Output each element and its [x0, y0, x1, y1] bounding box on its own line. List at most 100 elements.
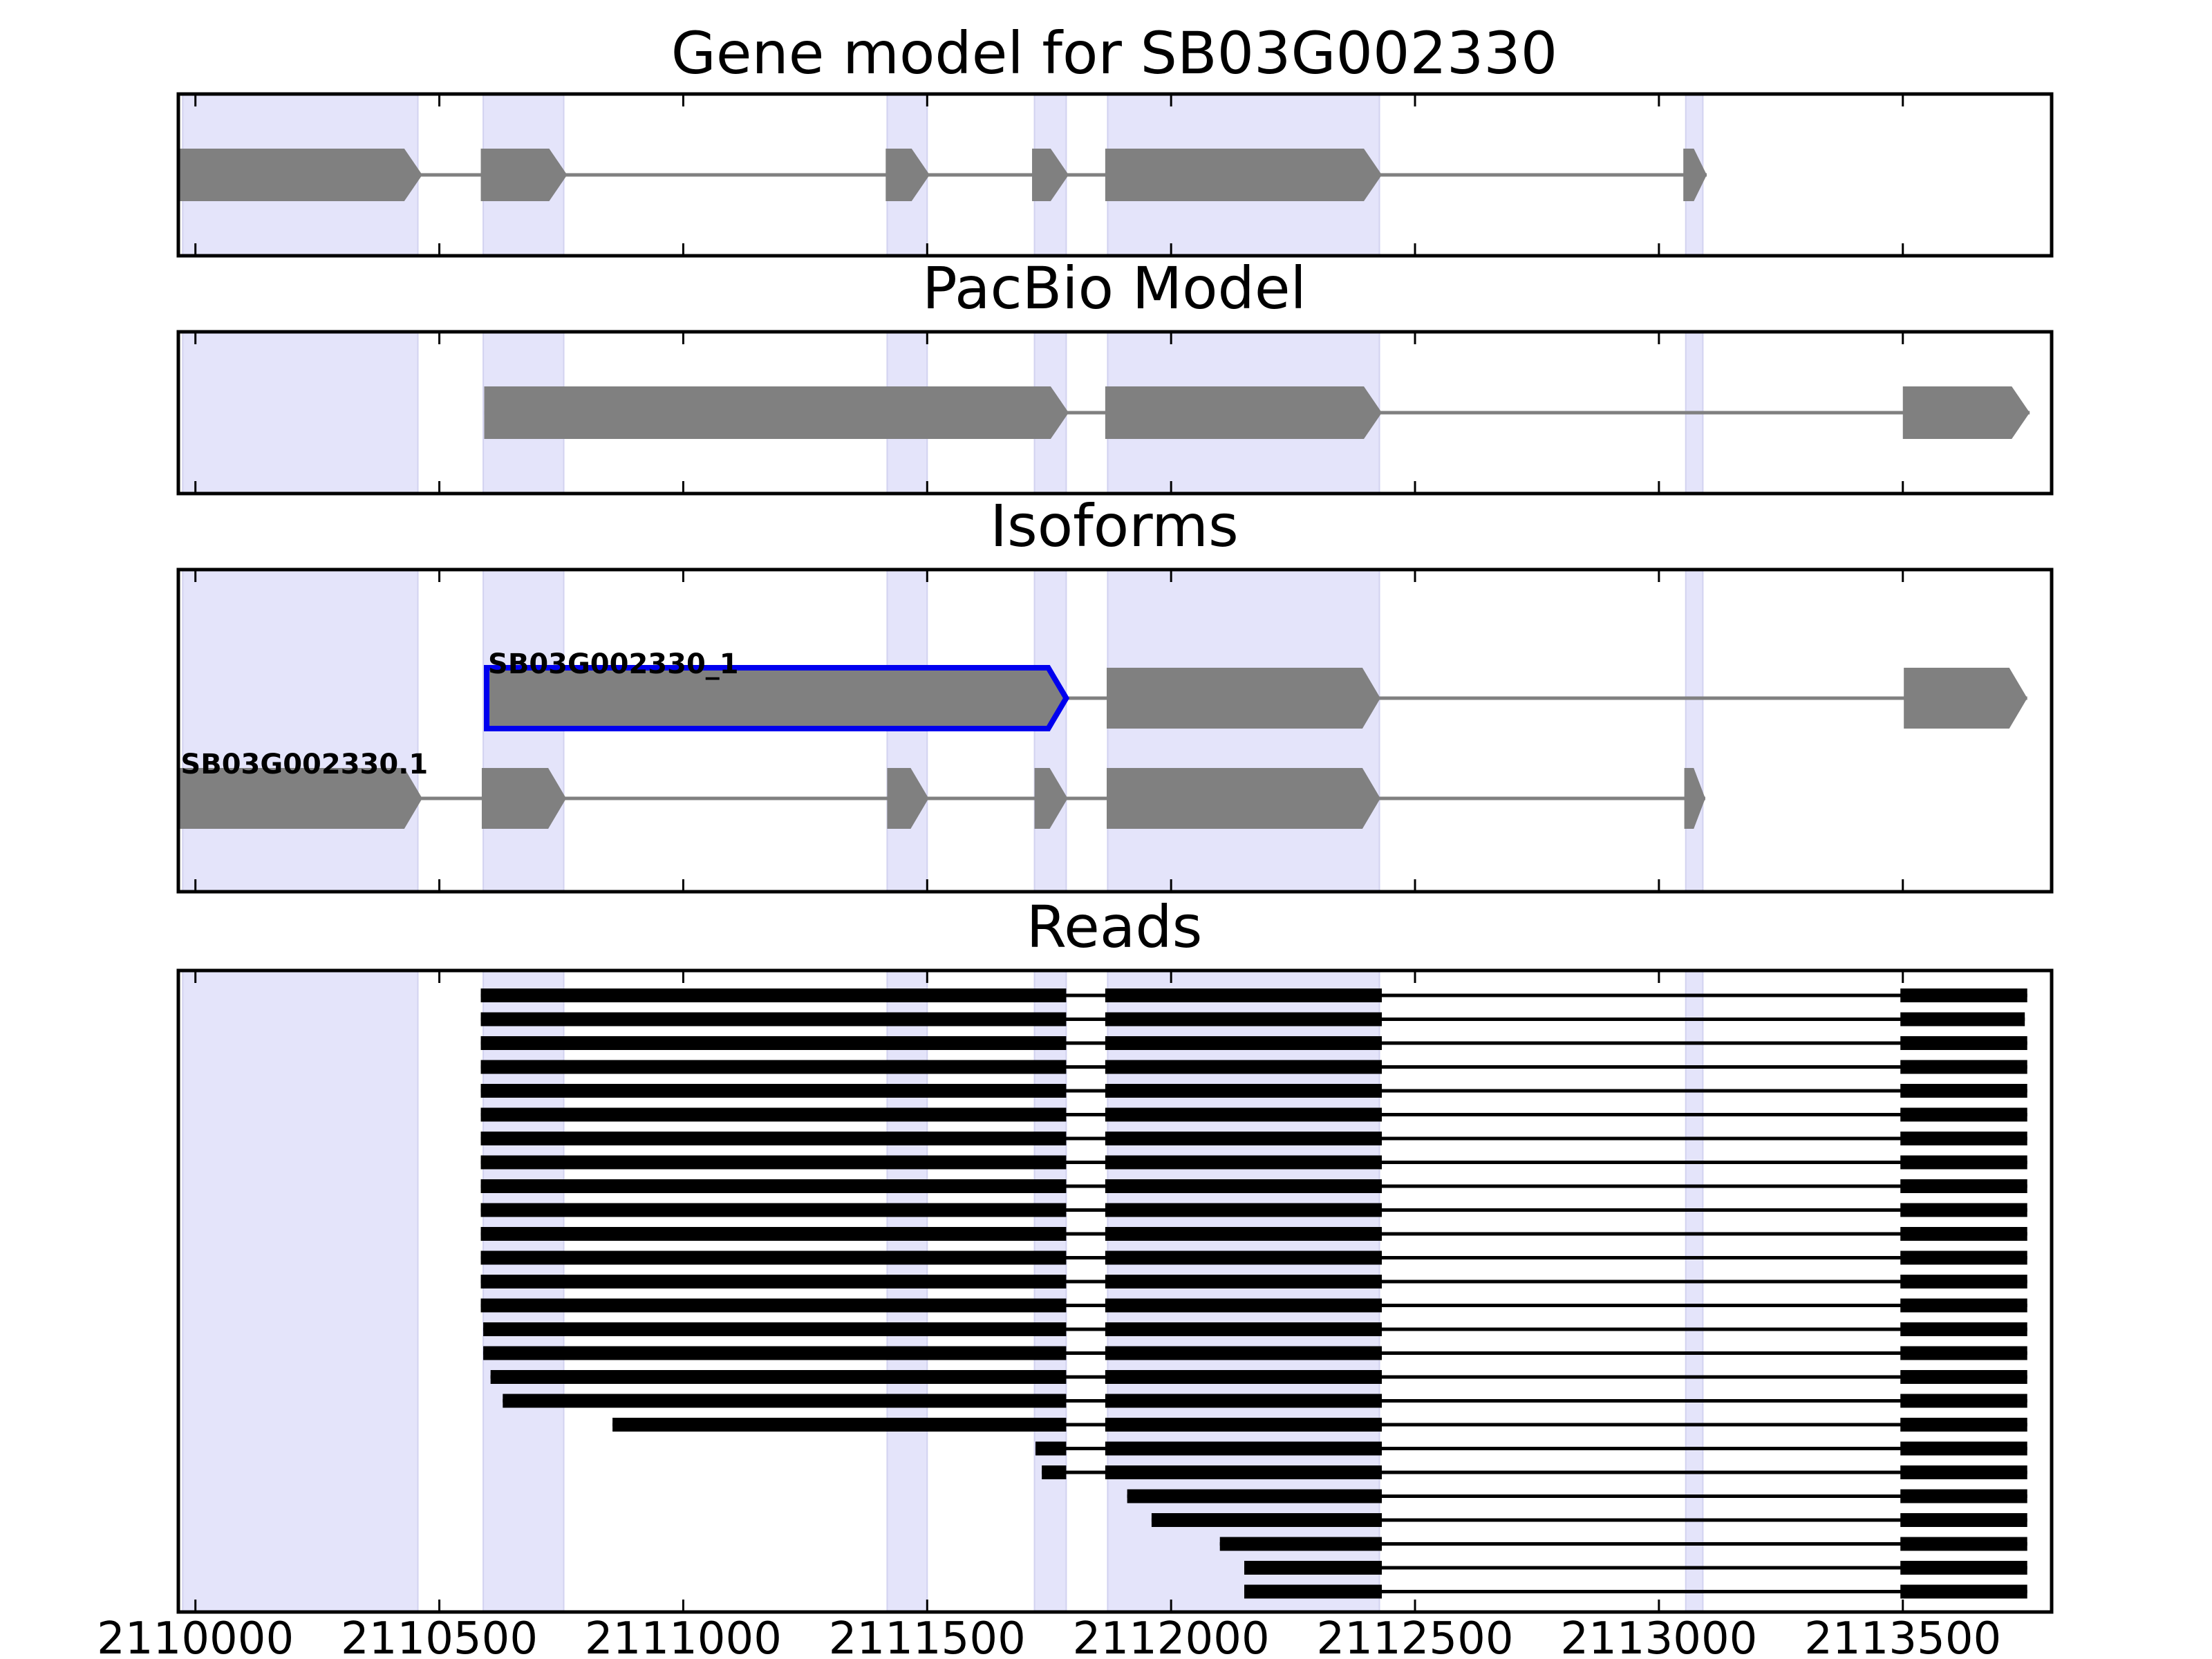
pacbio-model-panel-title: PacBio Model: [922, 254, 1306, 322]
x-axis-tick-labels: 2110000 2110500 2111000 2111500 2112000 21125…: [97, 1613, 2001, 1659]
exon-shape: [1684, 768, 1705, 829]
read-block: [1900, 1370, 2027, 1384]
read-block: [1105, 1394, 1382, 1408]
gene-model-panel-title: Gene model for SB03G002330: [671, 19, 1557, 87]
read-block: [1151, 1513, 1382, 1527]
read-block: [1900, 1179, 2027, 1193]
x-axis-ticks: [194, 94, 1904, 1612]
read-block: [480, 1060, 1067, 1074]
exon-shape: [484, 386, 1069, 439]
read-block: [480, 1084, 1067, 1098]
x-tick-label: 2110500: [341, 1613, 538, 1659]
exon-shape: [179, 149, 422, 201]
exon-shape: [1683, 149, 1707, 201]
read-block: [1105, 1132, 1382, 1145]
highlight-band: [1033, 970, 1067, 1613]
read-block: [1105, 1250, 1382, 1265]
read-block: [1244, 1584, 1382, 1599]
read-block: [1105, 1203, 1382, 1217]
read-block: [1105, 1441, 1382, 1456]
read-block: [1244, 1561, 1382, 1575]
read-block: [1900, 1107, 2027, 1122]
read-block: [1900, 1036, 2027, 1050]
read-block: [1900, 1227, 2027, 1241]
read-block: [1900, 1441, 2027, 1456]
exon-shape: [1032, 149, 1069, 201]
read-block: [1900, 1275, 2027, 1288]
read-block: [1900, 1465, 2027, 1479]
read-block: [1105, 1107, 1382, 1122]
pacbio-model-frame: [176, 330, 2054, 496]
isoforms-panel-title: Isoforms: [990, 492, 1239, 560]
x-tick-label: 2111000: [585, 1613, 782, 1659]
reads-panel: Reads: [176, 893, 2054, 1614]
read-block: [503, 1394, 1067, 1408]
exon-shape: [1107, 768, 1380, 829]
read-block: [1105, 1465, 1382, 1479]
read-block: [483, 1346, 1067, 1360]
read-block: [480, 1298, 1067, 1313]
pacbio-model-panel: PacBio Model: [176, 254, 2054, 496]
read-block: [480, 1155, 1067, 1170]
x-tick-label: 2111500: [829, 1613, 1026, 1659]
read-block: [1900, 1155, 2027, 1170]
read-block: [480, 1250, 1067, 1265]
read-block: [1105, 1370, 1382, 1384]
gene-model-panel: Gene model for SB03G002330: [176, 19, 2054, 258]
exon-shape: [1105, 386, 1382, 439]
read-block: [1127, 1489, 1382, 1503]
read-block: [1900, 1203, 2027, 1217]
isoform-label: SB03G002330.1: [180, 749, 428, 780]
read-block: [1105, 1012, 1382, 1027]
read-block: [1105, 1060, 1382, 1074]
read-block: [1105, 1322, 1382, 1336]
read-block: [480, 1036, 1067, 1050]
read-block: [1105, 1036, 1382, 1050]
read-block: [1900, 1537, 2027, 1551]
highlight-band: [182, 331, 419, 494]
read-block: [480, 1227, 1067, 1241]
isoforms-panel: Isoforms SB03G002330_1 SB03G002330.1: [176, 492, 2054, 894]
highlight-band: [1685, 970, 1704, 1613]
read-block: [1105, 1155, 1382, 1170]
read-block: [480, 1132, 1067, 1145]
read-block: [1105, 1179, 1382, 1193]
read-block: [1105, 1418, 1382, 1432]
exon-shape: [1105, 149, 1382, 201]
read-block: [1900, 1298, 2027, 1313]
exon-shape: [1902, 386, 2030, 439]
read-block: [1105, 1084, 1382, 1098]
isoforms-frame: [176, 568, 2054, 894]
read-block: [1900, 988, 2027, 1002]
highlight-band: [482, 970, 565, 1613]
highlight-band: [182, 569, 419, 892]
gene-model-frame: [176, 92, 2054, 258]
read-block: [1219, 1537, 1382, 1551]
read-block: [1900, 1322, 2027, 1336]
x-tick-label: 2112500: [1317, 1613, 1514, 1659]
read-block: [1105, 1227, 1382, 1241]
read-block: [1035, 1441, 1067, 1456]
exon-shape: [487, 668, 1067, 729]
selected-isoform-outline: [484, 665, 1070, 731]
read-block: [1105, 988, 1382, 1002]
read-block: [1900, 1418, 2027, 1432]
reads-frame: [176, 968, 2054, 1614]
x-tick-label: 2113000: [1560, 1613, 1757, 1659]
highlight-band: [1685, 569, 1704, 892]
isoforms-transcripts: SB03G002330_1 SB03G002330.1: [179, 648, 2027, 829]
read-block: [1900, 1584, 2027, 1599]
x-tick-label: 2112000: [1073, 1613, 1270, 1659]
pacbio-model-transcripts: [484, 386, 2030, 439]
reads-panel-title: Reads: [1027, 893, 1203, 961]
read-block: [1900, 1084, 2027, 1098]
read-block: [1900, 1513, 2027, 1527]
read-block: [480, 1275, 1067, 1288]
read-block: [1900, 1012, 2025, 1027]
read-block: [1105, 1298, 1382, 1313]
isoform-label: SB03G002330_1: [488, 648, 739, 680]
read-block: [1900, 1250, 2027, 1265]
highlight-band: [182, 970, 419, 1613]
read-block: [480, 988, 1067, 1002]
